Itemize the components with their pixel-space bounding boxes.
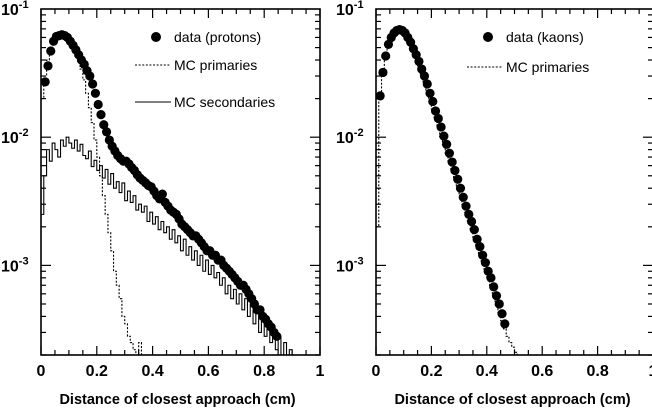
- data-point: [480, 258, 491, 268]
- data-point: [96, 110, 106, 120]
- x-tick-label: 0.2: [86, 363, 108, 380]
- data-point: [472, 234, 482, 244]
- x-axis-title: Distance of closest approach (cm): [394, 392, 630, 408]
- x-tick-label: 0: [372, 363, 381, 380]
- data-point: [439, 131, 449, 141]
- data-point: [447, 157, 457, 167]
- data-point: [466, 216, 477, 227]
- legend: data (kaons) MC primaries: [467, 29, 589, 75]
- x-tick-label: 0.2: [420, 363, 442, 380]
- x-tick-label: 0.4: [476, 363, 498, 380]
- data-point: [450, 165, 460, 176]
- data-point: [46, 46, 56, 56]
- x-tick-label: 0.6: [531, 363, 553, 380]
- data-point: [422, 79, 432, 89]
- x-tick-label: 0.8: [586, 363, 608, 380]
- data-point: [453, 174, 463, 184]
- data-point: [85, 71, 95, 81]
- y-tick-label: 10-3: [1, 255, 29, 275]
- data-point: [489, 282, 499, 292]
- data-point: [478, 250, 488, 260]
- y-tick-label: 10-2: [1, 127, 29, 147]
- data-point: [469, 225, 479, 235]
- data-point: [88, 79, 98, 89]
- y-tick-label: 10-1: [336, 0, 364, 19]
- data-point: [461, 201, 471, 211]
- x-tick-label: 1: [649, 363, 652, 380]
- legend-label: MC primaries: [174, 57, 257, 73]
- data-point: [475, 242, 485, 252]
- x-tick-label: 0: [37, 363, 46, 380]
- legend-label: MC primaries: [506, 59, 589, 75]
- data-point: [383, 39, 394, 49]
- data-point: [436, 122, 446, 132]
- data-point: [378, 67, 388, 78]
- data-point: [381, 51, 391, 61]
- y-tick-label: 10-1: [1, 0, 29, 19]
- data-point: [41, 77, 50, 87]
- data-point: [491, 291, 502, 301]
- legend-marker: [151, 32, 161, 42]
- data-point: [486, 273, 496, 283]
- legend-marker: [483, 32, 493, 42]
- legend-label: data (kaons): [506, 29, 584, 45]
- data-point: [376, 91, 385, 101]
- x-tick-label: 0.4: [141, 363, 163, 380]
- y-tick-label: 10-3: [336, 255, 364, 275]
- x-tick-label: 0.6: [197, 363, 219, 380]
- data-point: [99, 120, 109, 130]
- mc-primaries-histogram: [41, 34, 178, 355]
- data-point: [444, 148, 455, 158]
- data-point: [442, 139, 452, 149]
- data-point: [500, 319, 510, 329]
- legend-label: MC secondaries: [174, 94, 275, 110]
- data-point: [433, 113, 443, 124]
- x-axis-title: Distance of closest approach (cm): [59, 392, 295, 408]
- data-point: [43, 61, 53, 71]
- data-point: [464, 209, 474, 219]
- data-point: [458, 192, 468, 202]
- x-tick-label: 0.8: [253, 363, 275, 380]
- data-point: [272, 331, 282, 341]
- data-area: [376, 25, 521, 355]
- data-point: [101, 127, 112, 137]
- data-point: [417, 64, 427, 74]
- data-point: [157, 189, 167, 199]
- data-point: [494, 299, 504, 309]
- data-area: [41, 30, 320, 355]
- x-tick-label: 1: [316, 363, 325, 380]
- mc-primaries-histogram: [376, 29, 521, 355]
- y-tick-label: 10-2: [336, 127, 364, 147]
- data-point: [430, 106, 441, 116]
- chart-panel-2: 0 0.2 0.4 0.6 0.8 1 10-1 10-2 10-3 Distance of cl…: [336, 0, 652, 408]
- data-point: [90, 88, 101, 98]
- data-point: [497, 309, 507, 319]
- legend-label: data (protons): [174, 29, 261, 45]
- data-point: [428, 96, 438, 107]
- data-point: [419, 71, 430, 81]
- legend: data (protons) MC primaries MC secondaries: [135, 29, 275, 110]
- data-point: [455, 183, 466, 193]
- data-point: [93, 99, 103, 110]
- mc-secondaries-histogram: [41, 136, 320, 355]
- data-point: [425, 88, 435, 98]
- chart-panel-1: 0 0.2 0.4 0.6 0.8 1 10-1 10-2 10-3 Distance of cl…: [1, 0, 325, 408]
